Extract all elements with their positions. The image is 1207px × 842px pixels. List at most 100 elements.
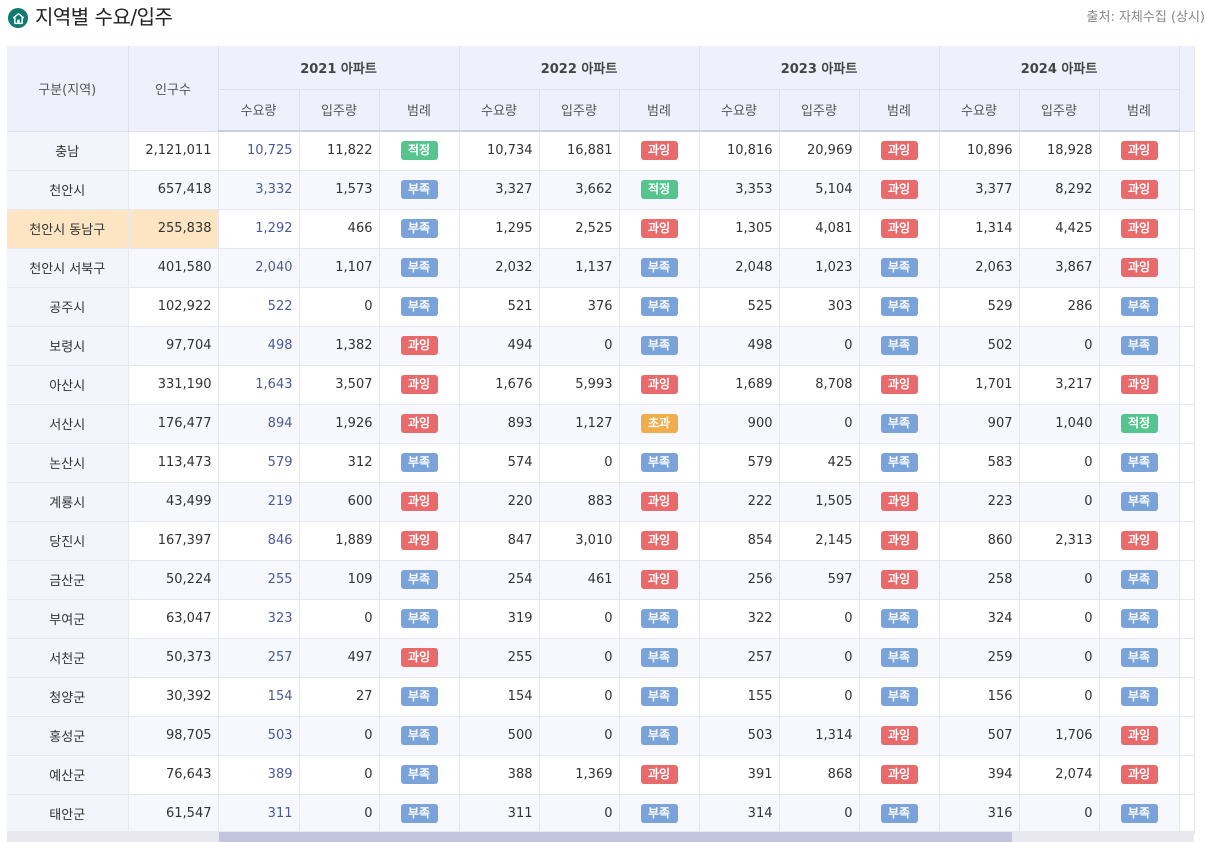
legend-cell: 과잉 (619, 209, 700, 249)
supply-cell: 376 (539, 287, 620, 327)
table-row[interactable]: 천안시 동남구 255,838 1,292 466 부족 1,295 2,525 과잉 1,30… (7, 209, 1195, 249)
header-year-2021: 2021 아파트 (218, 46, 460, 90)
table-row[interactable]: 서천군 50,373 257 497 과잉 255 0 부족 257 0 부족 259 0 부족 (7, 638, 1195, 678)
demand-cell: 316 (939, 794, 1020, 834)
population-cell: 102,922 (128, 287, 219, 327)
demand-cell: 324 (939, 599, 1020, 639)
region-cell: 서천군 (7, 638, 129, 678)
status-badge: 부족 (640, 336, 678, 355)
population-cell: 50,373 (128, 638, 219, 678)
supply-cell: 0 (1019, 677, 1100, 717)
demand-cell: 258 (939, 560, 1020, 600)
legend-cell: 부족 (379, 209, 460, 249)
status-badge: 부족 (400, 765, 438, 784)
legend-cell: 부족 (859, 287, 940, 327)
table-row[interactable]: 천안시 657,418 3,332 1,573 부족 3,327 3,662 적정 3,353 5… (7, 170, 1195, 210)
extra-cell (1179, 404, 1195, 444)
status-badge: 과잉 (400, 531, 438, 550)
data-table-container[interactable]: 구분(지역) 인구수 2021 아파트 2022 아파트 2023 아파트 20… (7, 46, 1207, 842)
supply-cell: 3,662 (539, 170, 620, 210)
table-row[interactable]: 천안시 서북구 401,580 2,040 1,107 부족 2,032 1,137 부족 2,… (7, 248, 1195, 288)
legend-cell: 과잉 (619, 560, 700, 600)
demand-cell: 860 (939, 521, 1020, 561)
legend-cell: 부족 (379, 170, 460, 210)
table-row[interactable]: 보령시 97,704 498 1,382 과잉 494 0 부족 498 0 부족 502 0 부족 (7, 326, 1195, 366)
scrollbar-thumb[interactable] (219, 832, 1012, 842)
legend-cell: 부족 (619, 443, 700, 483)
legend-cell: 과잉 (1099, 131, 1180, 171)
status-badge: 부족 (1120, 453, 1158, 472)
status-badge: 부족 (880, 687, 918, 706)
region-cell: 예산군 (7, 755, 129, 795)
legend-cell: 부족 (1099, 326, 1180, 366)
demand-cell: 507 (939, 716, 1020, 756)
supply-cell: 3,507 (299, 365, 380, 405)
table-row[interactable]: 서산시 176,477 894 1,926 과잉 893 1,127 초과 900 0 부족 907 1… (7, 404, 1195, 444)
status-badge: 과잉 (880, 570, 918, 589)
status-badge: 부족 (880, 648, 918, 667)
supply-cell: 466 (299, 209, 380, 249)
legend-cell: 부족 (859, 443, 940, 483)
table-row[interactable]: 논산시 113,473 579 312 부족 574 0 부족 579 425 부족 583 0 부족 (7, 443, 1195, 483)
legend-cell: 과잉 (859, 716, 940, 756)
demand-cell: 1,676 (459, 365, 540, 405)
demand-cell: 319 (459, 599, 540, 639)
table-row[interactable]: 예산군 76,643 389 0 부족 388 1,369 과잉 391 868 과잉 394 2,07… (7, 755, 1195, 795)
subheader-legend-2021: 범례 (379, 89, 460, 132)
table-row[interactable]: 아산시 331,190 1,643 3,507 과잉 1,676 5,993 과잉 1,689 8… (7, 365, 1195, 405)
status-badge: 과잉 (1120, 375, 1158, 394)
supply-cell: 883 (539, 482, 620, 522)
region-cell: 아산시 (7, 365, 129, 405)
demand-cell: 10,896 (939, 131, 1020, 171)
supply-cell: 0 (539, 638, 620, 678)
table-row[interactable]: 충남 2,121,011 10,725 11,822 적정 10,734 16,881 과잉 1… (7, 131, 1195, 171)
status-badge: 과잉 (640, 219, 678, 238)
status-badge: 부족 (400, 570, 438, 589)
demand-cell: 521 (459, 287, 540, 327)
population-cell: 167,397 (128, 521, 219, 561)
subheader-supply-2023: 입주량 (779, 89, 860, 132)
extra-cell (1179, 131, 1195, 171)
region-cell: 태안군 (7, 794, 129, 834)
demand-cell: 574 (459, 443, 540, 483)
demand-cell: 846 (218, 521, 300, 561)
extra-cell (1179, 443, 1195, 483)
horizontal-scrollbar[interactable] (7, 831, 1194, 842)
region-cell: 청양군 (7, 677, 129, 717)
supply-cell: 0 (539, 794, 620, 834)
supply-cell: 0 (1019, 326, 1100, 366)
population-cell: 331,190 (128, 365, 219, 405)
demand-cell: 907 (939, 404, 1020, 444)
table-row[interactable]: 부여군 63,047 323 0 부족 319 0 부족 322 0 부족 324 0 부족 (7, 599, 1195, 639)
table-row[interactable]: 태안군 61,547 311 0 부족 311 0 부족 314 0 부족 316 0 부족 (7, 794, 1195, 834)
demand-cell: 1,292 (218, 209, 300, 249)
table-row[interactable]: 청양군 30,392 154 27 부족 154 0 부족 155 0 부족 156 0 부족 (7, 677, 1195, 717)
table-row[interactable]: 계룡시 43,499 219 600 과잉 220 883 과잉 222 1,505 과잉 223 0 부… (7, 482, 1195, 522)
supply-cell: 312 (299, 443, 380, 483)
table-row[interactable]: 공주시 102,922 522 0 부족 521 376 부족 525 303 부족 529 286 부족 (7, 287, 1195, 327)
region-cell: 서산시 (7, 404, 129, 444)
status-badge: 과잉 (880, 531, 918, 550)
status-badge: 부족 (640, 687, 678, 706)
supply-cell: 3,217 (1019, 365, 1100, 405)
region-cell: 금산군 (7, 560, 129, 600)
table-row[interactable]: 홍성군 98,705 503 0 부족 500 0 부족 503 1,314 과잉 507 1,706 과… (7, 716, 1195, 756)
demand-cell: 522 (218, 287, 300, 327)
table-row[interactable]: 당진시 167,397 846 1,889 과잉 847 3,010 과잉 854 2,145 과잉… (7, 521, 1195, 561)
region-cell: 천안시 서북구 (7, 248, 129, 288)
population-cell: 657,418 (128, 170, 219, 210)
demand-cell: 314 (699, 794, 780, 834)
status-badge: 부족 (1120, 609, 1158, 628)
status-badge: 과잉 (880, 375, 918, 394)
demand-cell: 2,032 (459, 248, 540, 288)
status-badge: 과잉 (1120, 180, 1158, 199)
demand-cell: 257 (699, 638, 780, 678)
population-cell: 176,477 (128, 404, 219, 444)
demand-cell: 223 (939, 482, 1020, 522)
region-cell: 공주시 (7, 287, 129, 327)
table-row[interactable]: 금산군 50,224 255 109 부족 254 461 과잉 256 597 과잉 258 0 부족 (7, 560, 1195, 600)
extra-cell (1179, 638, 1195, 678)
supply-cell: 0 (779, 404, 860, 444)
status-badge: 부족 (400, 219, 438, 238)
population-cell: 76,643 (128, 755, 219, 795)
